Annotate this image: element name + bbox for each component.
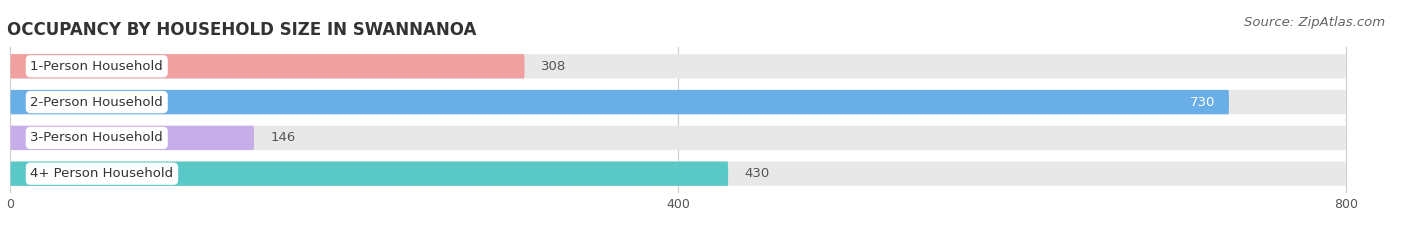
Text: 308: 308: [541, 60, 567, 73]
FancyBboxPatch shape: [10, 54, 1346, 79]
FancyBboxPatch shape: [10, 90, 1346, 114]
FancyBboxPatch shape: [10, 126, 254, 150]
Text: 1-Person Household: 1-Person Household: [31, 60, 163, 73]
Text: 146: 146: [271, 131, 297, 144]
FancyBboxPatch shape: [10, 161, 1346, 186]
Text: 430: 430: [745, 167, 770, 180]
FancyBboxPatch shape: [10, 90, 1229, 114]
FancyBboxPatch shape: [10, 126, 1346, 150]
Text: 4+ Person Household: 4+ Person Household: [31, 167, 173, 180]
Text: OCCUPANCY BY HOUSEHOLD SIZE IN SWANNANOA: OCCUPANCY BY HOUSEHOLD SIZE IN SWANNANOA: [7, 21, 477, 39]
Text: 730: 730: [1191, 96, 1216, 109]
FancyBboxPatch shape: [10, 161, 728, 186]
Text: 2-Person Household: 2-Person Household: [31, 96, 163, 109]
Text: Source: ZipAtlas.com: Source: ZipAtlas.com: [1244, 16, 1385, 29]
FancyBboxPatch shape: [10, 54, 524, 79]
Text: 3-Person Household: 3-Person Household: [31, 131, 163, 144]
